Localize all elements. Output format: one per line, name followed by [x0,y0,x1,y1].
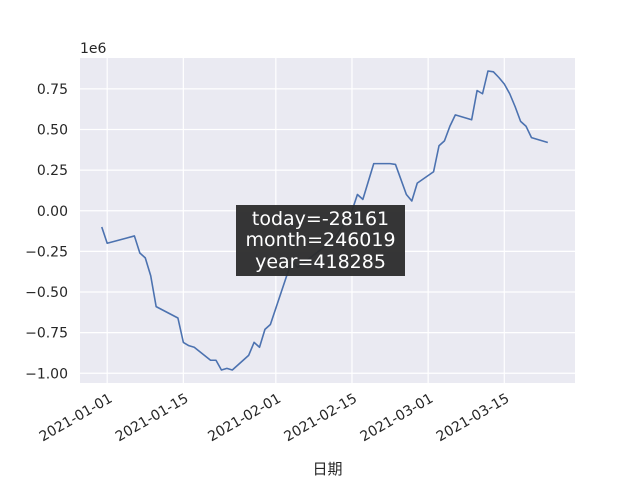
x-axis-label: 日期 [312,460,342,478]
x-tick-label: 2021-02-15 [282,391,360,446]
annotation-box [236,205,405,276]
annotation-line-month: month=246019 [245,229,395,251]
y-tick-label: 0.50 [37,123,68,139]
y-tick-label: 0.00 [37,204,68,220]
y-tick-label: 0.75 [37,82,68,98]
x-tick-label: 2021-03-01 [358,391,436,446]
y-tick-label: −0.25 [25,244,68,260]
x-tick-label: 2021-02-01 [205,391,283,446]
annotation-line-year: year=418285 [255,251,386,273]
value-annotation: today=-28161 month=246019 year=418285 [236,205,405,276]
y-tick-label: −1.00 [25,366,68,382]
y-tick-label: −0.50 [25,285,68,301]
y-axis-ticks: −1.00 −0.75 −0.50 −0.25 0.00 0.25 0.50 0.75 [25,82,68,382]
x-tick-label: 2021-01-15 [113,391,191,446]
x-tick-label: 2021-01-01 [37,391,115,446]
x-tick-label: 2021-03-15 [434,391,512,446]
y-tick-label: −0.75 [25,326,68,342]
y-tick-label: 0.25 [37,163,68,179]
annotation-line-today: today=-28161 [252,208,389,230]
y-axis-offset-label: 1e6 [80,41,107,57]
